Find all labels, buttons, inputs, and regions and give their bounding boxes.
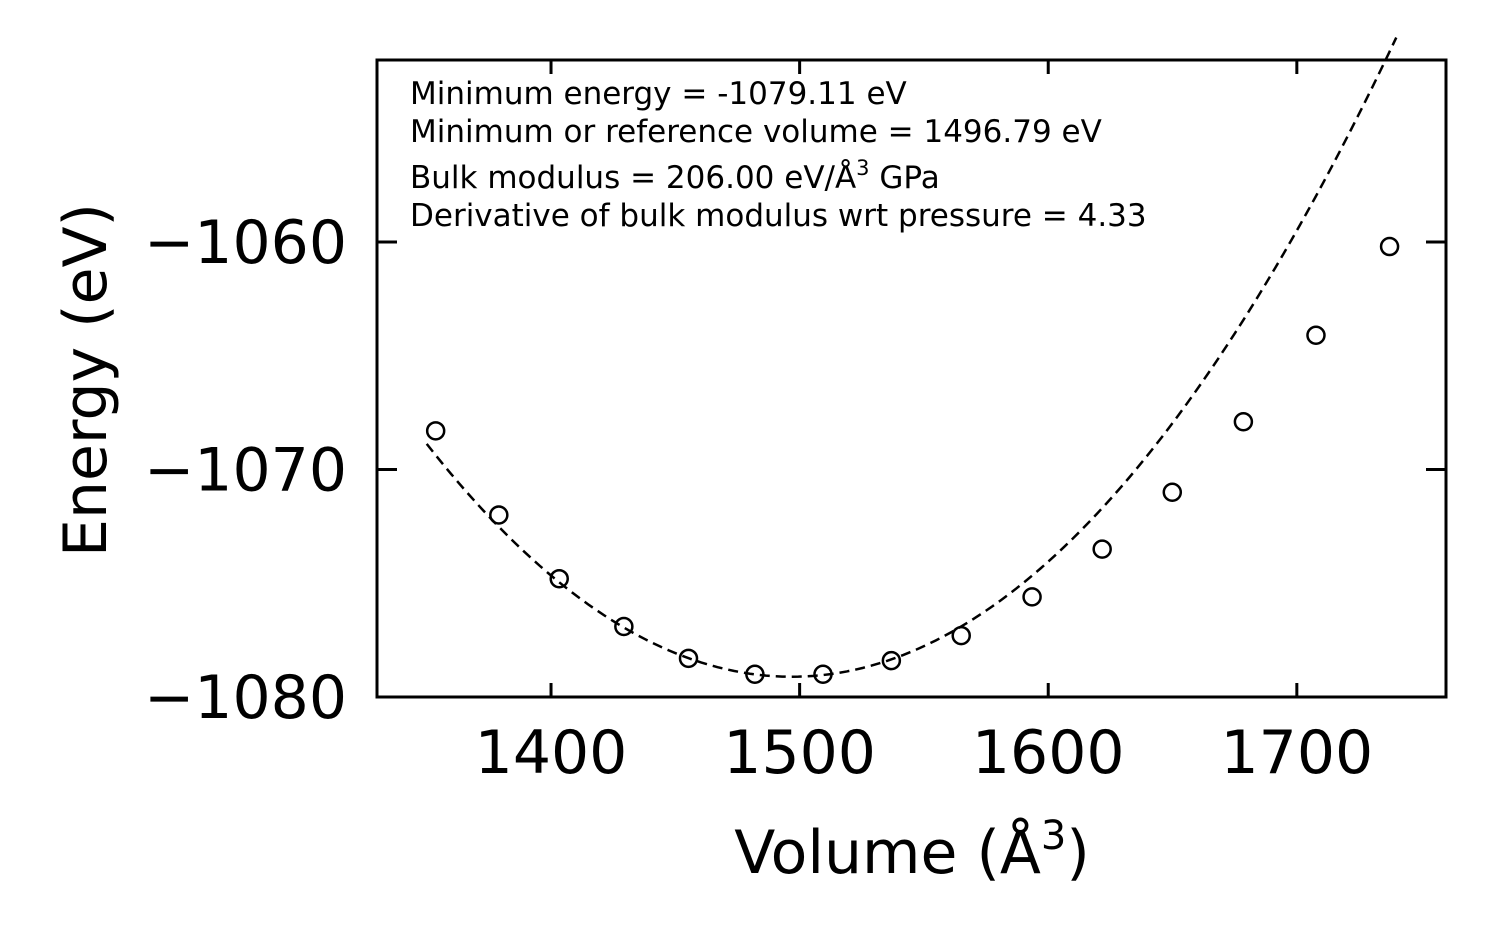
x-axis-label: Volume (Å3) (734, 813, 1090, 888)
data-point (549, 568, 569, 589)
data-point (813, 664, 833, 684)
data-point (614, 616, 634, 637)
x-tick-label: 1700 (1220, 718, 1373, 788)
data-point (1162, 482, 1183, 502)
annotation-bulk-modulus-text: Bulk modulus = 206.00 eV/Å (410, 160, 856, 196)
data-point (678, 648, 699, 669)
data-point (425, 421, 446, 441)
data-point (881, 650, 902, 671)
x-axis-label-end: ) (1066, 818, 1089, 888)
y-tick-label: −1070 (144, 436, 347, 506)
data-point (1092, 539, 1112, 559)
x-axis-label-text: Volume (Å (734, 817, 1041, 888)
data-point (1379, 236, 1400, 257)
x-axis-label-sup: 3 (1041, 813, 1066, 859)
data-point (489, 505, 509, 525)
fit-curve (425, 37, 1398, 679)
plot-frame (375, 58, 1448, 699)
data-point (1022, 587, 1042, 607)
data-point (1233, 411, 1254, 432)
annotation-bulk-modulus: Bulk modulus = 206.00 eV/Å3 GPa (410, 156, 940, 196)
annotation-bulk-modulus-sup: 3 (856, 156, 869, 180)
y-tick-label: −1080 (144, 663, 347, 733)
x-tick-label: 1600 (972, 718, 1125, 788)
annotation-min-energy: Minimum energy = -1079.11 eV (410, 76, 907, 112)
x-tick-label: 1400 (475, 718, 628, 788)
annotation-ref-volume: Minimum or reference volume = 1496.79 eV (410, 114, 1102, 150)
data-point (1306, 325, 1326, 346)
annotation-bulk-derivative: Derivative of bulk modulus wrt pressure … (410, 198, 1147, 234)
y-tick-label: −1060 (144, 208, 347, 278)
data-points (425, 236, 1400, 684)
y-axis-label: Energy (eV) (51, 203, 121, 557)
annotation-bulk-modulus-unit: GPa (870, 160, 940, 196)
axis-ticks: 1400 1500 1600 1700 −1080 −1070 −1060 (144, 60, 1446, 788)
x-tick-label: 1500 (723, 718, 876, 788)
data-point (951, 625, 971, 646)
data-point (745, 664, 765, 684)
